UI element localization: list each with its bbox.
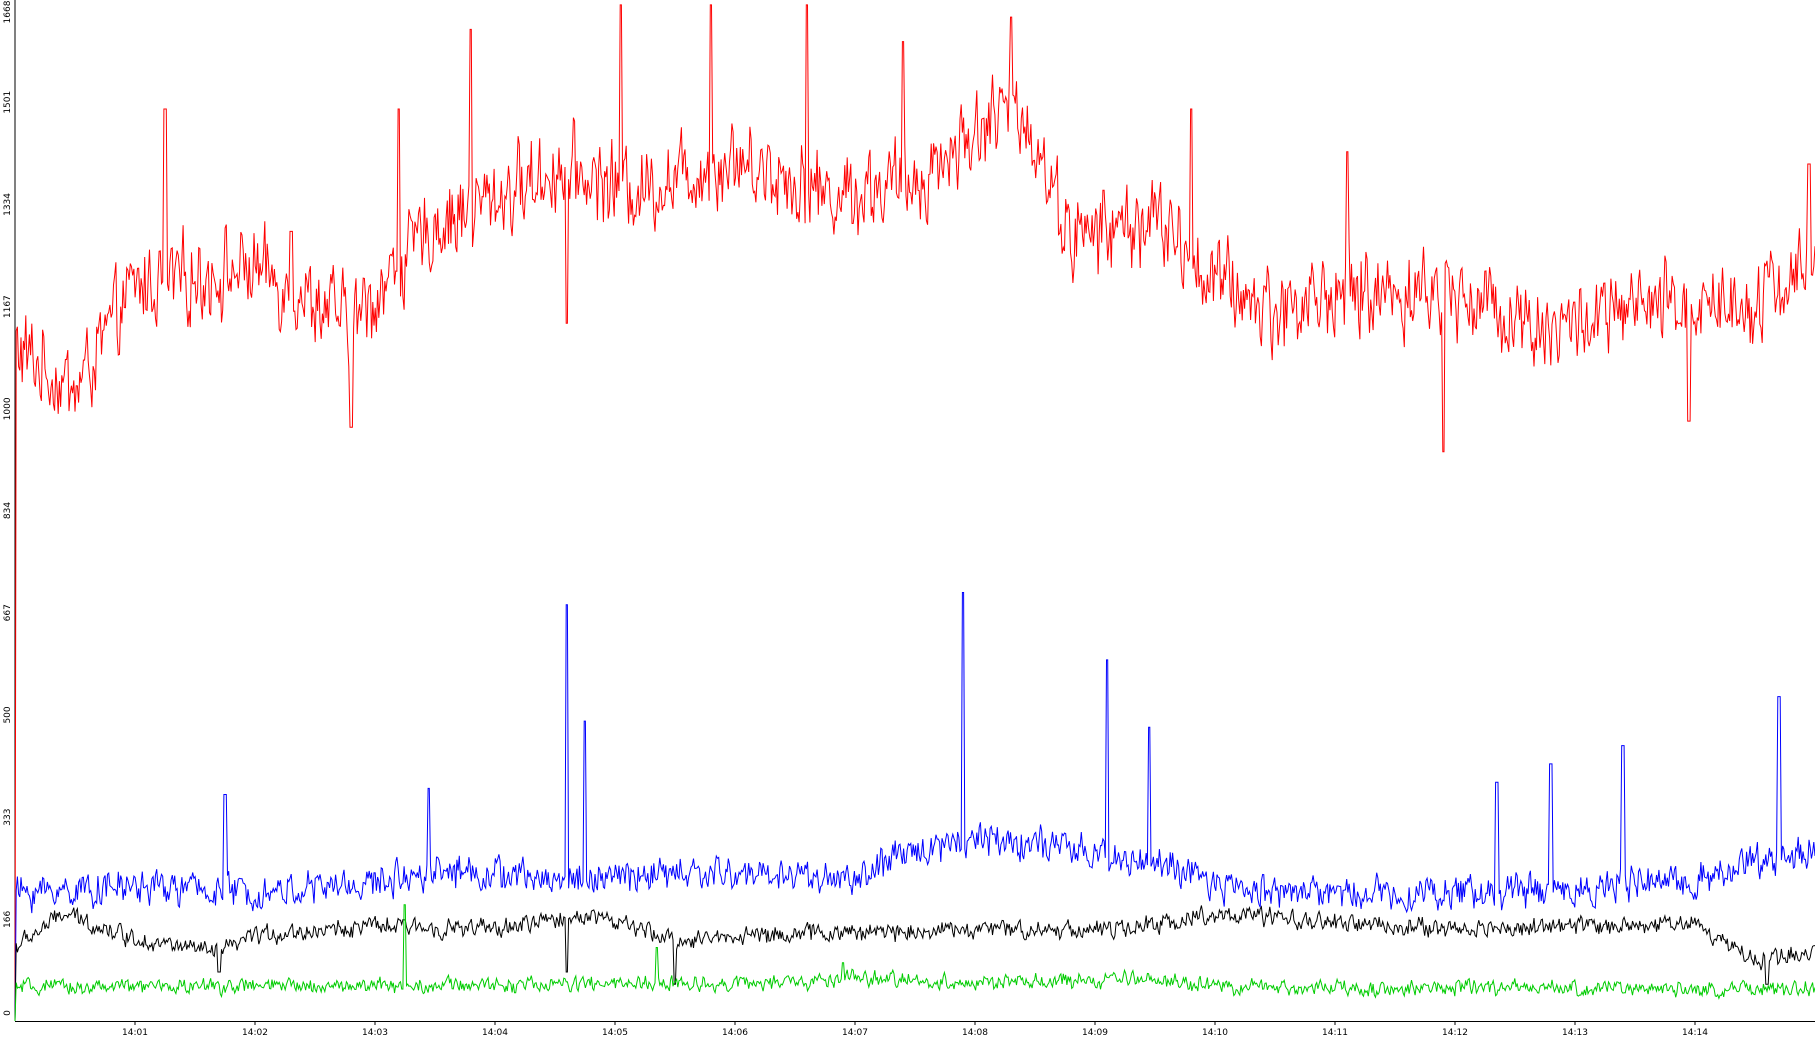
x-tick-label: 14:01 <box>122 1028 148 1038</box>
x-tick-label: 14:06 <box>722 1028 748 1038</box>
y-tick-label: 500 <box>3 706 13 723</box>
x-tick-label: 14:14 <box>1682 1028 1708 1038</box>
x-tick-label: 14:13 <box>1562 1028 1588 1038</box>
y-tick-label: 333 <box>3 809 13 826</box>
y-tick-label: 667 <box>3 604 13 621</box>
x-tick-label: 14:09 <box>1082 1028 1108 1038</box>
y-tick-label: 1334 <box>3 193 13 216</box>
series-line-1 <box>14 592 1815 1022</box>
x-tick-label: 14:11 <box>1322 1028 1348 1038</box>
x-tick-label: 14:08 <box>962 1028 988 1038</box>
axes <box>14 0 1815 1025</box>
x-tick-label: 14:04 <box>482 1028 508 1038</box>
y-tick-label: 834 <box>3 502 13 519</box>
y-tick-label: 0 <box>3 1010 13 1016</box>
series-group <box>14 4 1815 1022</box>
series-line-0 <box>14 4 1815 1022</box>
x-tick-label: 14:07 <box>842 1028 868 1038</box>
series-line-2 <box>14 905 1815 1022</box>
x-tick-label: 14:03 <box>362 1028 388 1038</box>
x-tick-label: 14:02 <box>242 1028 268 1038</box>
x-tick-label: 14:10 <box>1202 1028 1228 1038</box>
y-tick-label: 1000 <box>3 397 13 420</box>
y-tick-label: 1167 <box>3 295 13 318</box>
tick-labels: 0 166 333 500 667 834 1000 1167 1334 1501 1668 14:0… <box>3 0 1708 1038</box>
x-tick-label: 14:12 <box>1442 1028 1468 1038</box>
series-line-3 <box>14 904 1815 1022</box>
y-tick-label: 1668 <box>3 0 13 23</box>
y-tick-label: 1501 <box>3 91 13 114</box>
y-tick-label: 166 <box>3 911 13 928</box>
x-tick-label: 14:05 <box>602 1028 628 1038</box>
